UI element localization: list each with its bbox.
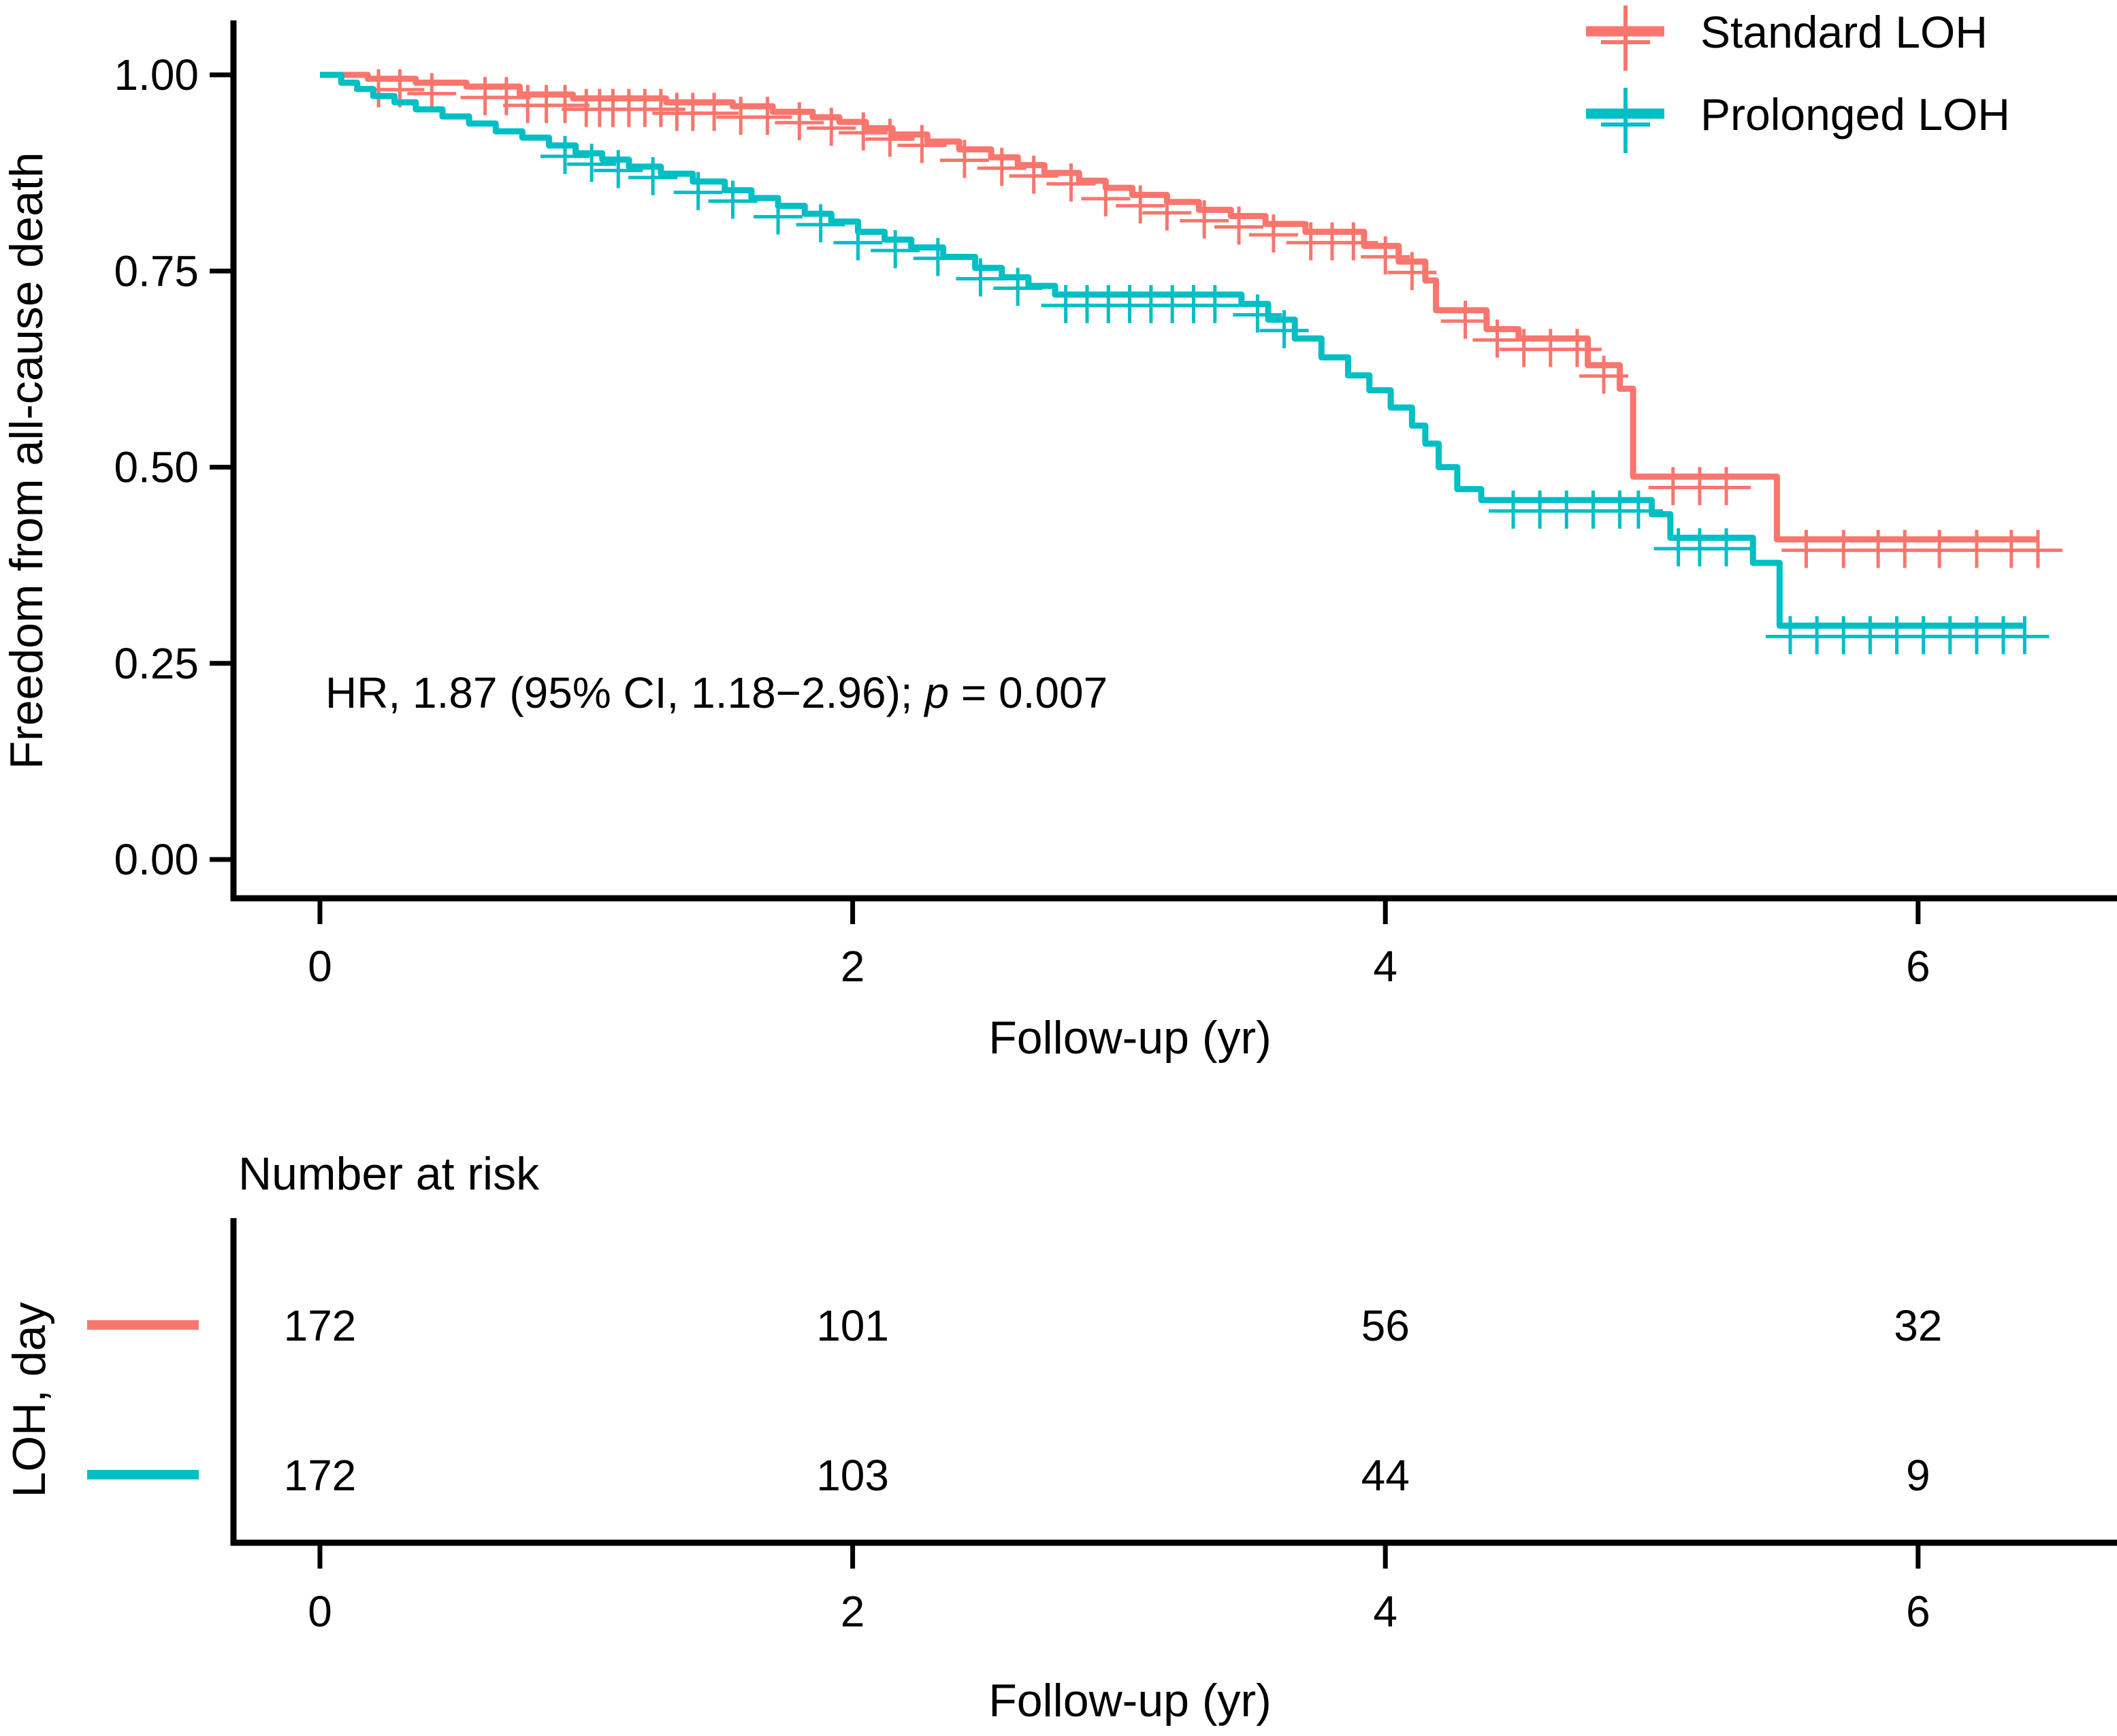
censor-mark — [807, 108, 856, 146]
y-tick-label: 1.00 — [114, 50, 199, 99]
risk-count: 172 — [284, 1451, 357, 1500]
censor-mark — [1702, 467, 1751, 506]
y-tick-label: 0.00 — [114, 835, 199, 884]
censor-mark — [871, 230, 920, 269]
censor-mark — [2000, 616, 2050, 655]
censor-mark — [1009, 155, 1058, 194]
censor-mark — [1702, 528, 1751, 567]
x-tick-label: 2 — [841, 942, 865, 991]
legend-entry-standard: Standard LOH — [1586, 5, 1988, 71]
risk-count: 9 — [1906, 1451, 1930, 1500]
risk-x-tick-label: 4 — [1373, 1587, 1397, 1636]
censor-mark — [2013, 529, 2063, 568]
censor-mark — [594, 150, 643, 189]
censor-mark — [540, 135, 589, 174]
hr-annotation-prefix: HR, 1.87 (95% CI, 1.18−2.96); — [325, 668, 924, 717]
censor-mark — [1116, 185, 1165, 224]
risk-count: 32 — [1894, 1301, 1942, 1350]
censor-mark — [481, 77, 531, 116]
censor-mark — [1081, 178, 1131, 217]
risk-x-tick-label: 0 — [308, 1587, 332, 1636]
km-curve-prolonged-loh — [320, 71, 2025, 629]
legend-label-prolonged: Prolonged LOH — [1700, 89, 2010, 140]
censor-mark — [1361, 236, 1410, 275]
hr-annotation: HR, 1.87 (95% CI, 1.18−2.96); p = 0.007 — [325, 668, 1108, 717]
km-curve-standard-loh — [320, 71, 2038, 543]
censor-mark — [839, 112, 888, 151]
censor-mark — [1552, 329, 1602, 367]
hr-annotation-suffix: = 0.007 — [949, 668, 1108, 717]
censor-mark — [690, 93, 739, 131]
legend-label-standard: Standard LOH — [1700, 7, 1988, 57]
censor-mark — [567, 144, 617, 182]
risk-count: 103 — [816, 1451, 889, 1500]
risk-count: 56 — [1361, 1301, 1410, 1350]
censor-mark — [1387, 252, 1437, 291]
censor-mark — [833, 222, 883, 261]
censor-mark — [407, 73, 457, 112]
km-curves — [320, 69, 2063, 655]
censor-mark — [540, 84, 589, 123]
censor-mark — [796, 204, 845, 243]
censor-mark — [754, 196, 803, 235]
censor-mark — [1579, 355, 1629, 394]
legend-key-standard-icon — [1586, 5, 1664, 71]
censor-mark — [1248, 214, 1298, 253]
risk-x-tick-label: 2 — [841, 1587, 865, 1636]
censor-mark — [865, 118, 915, 157]
x-axis-ticks: 0 2 4 6 — [308, 901, 1930, 991]
y-tick-label: 0.75 — [114, 246, 199, 295]
risk-counts: 172 101 56 32 172 103 44 9 — [284, 1301, 1943, 1500]
y-tick-label: 0.25 — [114, 639, 199, 688]
y-axis-title: Freedom from all-cause death — [1, 152, 52, 769]
x-tick-label: 4 — [1373, 942, 1397, 991]
censor-mark — [1214, 206, 1263, 245]
main-plot: 0.00 0.25 0.50 0.75 1.00 0 2 4 6 Freedom from a… — [1, 5, 2117, 1064]
legend-key-prolonged-icon — [1586, 88, 1664, 153]
censor-mark — [775, 102, 824, 141]
legend-entry-prolonged: Prolonged LOH — [1586, 88, 2010, 153]
x-axis-title: Follow-up (yr) — [988, 1012, 1272, 1064]
censor-mark — [1233, 294, 1282, 333]
censor-mark — [1142, 192, 1192, 231]
censor-mark — [743, 97, 792, 135]
censor-mark — [1190, 284, 1240, 323]
risk-x-axis-title: Follow-up (yr) — [988, 1675, 1272, 1726]
censor-mark — [1613, 490, 1663, 529]
censor-mark — [708, 180, 758, 219]
y-axis-ticks: 0.00 0.25 0.50 0.75 1.00 — [114, 50, 233, 884]
risk-table-title: Number at risk — [238, 1148, 540, 1200]
censor-mark — [939, 140, 989, 178]
risk-table-ylabel: LOH, day — [3, 1302, 55, 1497]
risk-x-tick-label: 6 — [1906, 1587, 1930, 1636]
risk-table: Number at risk LOH, day 172 101 56 32 172 103… — [3, 1148, 2117, 1726]
censor-mark — [1259, 310, 1309, 348]
x-tick-label: 0 — [308, 942, 332, 991]
legend: Standard LOH Prolonged LOH — [1586, 5, 2010, 153]
censor-mark — [673, 171, 723, 210]
censor-mark — [1180, 200, 1229, 239]
censor-mark — [1440, 300, 1490, 339]
censor-mark — [1046, 163, 1096, 202]
hr-annotation-p: p — [923, 668, 949, 717]
risk-count: 172 — [284, 1301, 357, 1350]
censor-mark — [897, 125, 947, 163]
censor-mark — [628, 157, 678, 195]
x-tick-label: 6 — [1906, 942, 1930, 991]
risk-x-axis-ticks: 0 2 4 6 — [308, 1545, 1930, 1636]
y-tick-label: 0.50 — [114, 443, 199, 492]
censor-mark — [993, 267, 1043, 306]
censor-mark — [1329, 222, 1378, 261]
censor-mark — [977, 148, 1027, 186]
risk-count: 44 — [1361, 1451, 1410, 1500]
censor-mark — [956, 258, 1005, 297]
censor-mark — [913, 238, 963, 276]
censor-mark — [1472, 319, 1522, 358]
risk-count: 101 — [816, 1301, 889, 1350]
